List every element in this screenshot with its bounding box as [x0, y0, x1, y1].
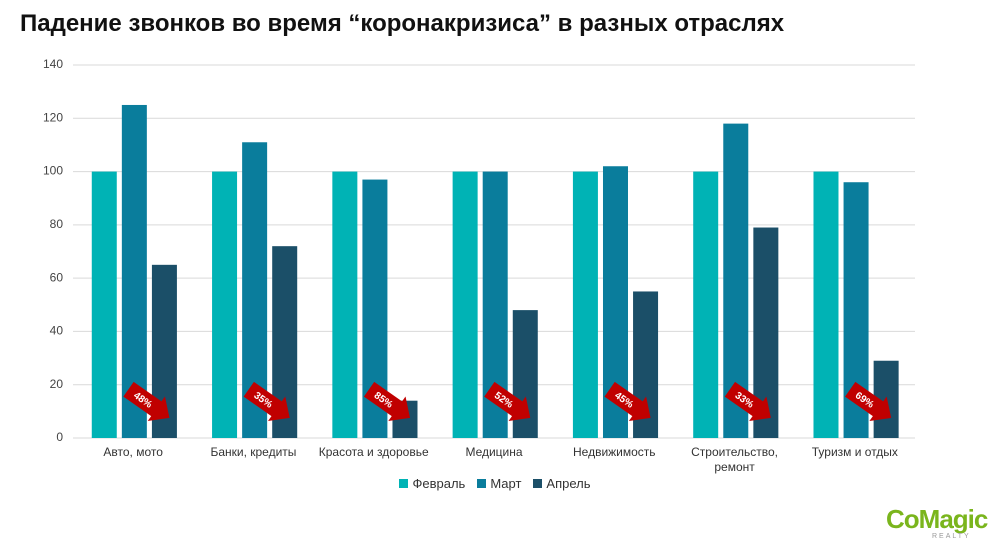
x-tick-label: Красота и здоровье	[318, 445, 429, 459]
y-tick-label: 80	[50, 217, 64, 231]
y-tick-label: 120	[43, 110, 63, 124]
bar	[332, 171, 358, 439]
x-tick-label: Туризм и отдых	[811, 445, 898, 459]
arrow-shape	[243, 381, 290, 422]
drop-arrow: 48%	[123, 381, 170, 422]
y-tick-label: 40	[50, 324, 64, 338]
legend-swatch	[399, 479, 409, 488]
legend-swatch	[477, 479, 487, 488]
bar	[693, 171, 719, 439]
logo: CoMagic	[886, 504, 988, 534]
bar	[212, 171, 238, 439]
legend-swatch	[533, 479, 543, 488]
y-tick-label: 100	[43, 164, 63, 178]
y-tick-label: 20	[50, 377, 64, 391]
chart-title: Падение звонков во время “коронакризиса”…	[20, 10, 785, 37]
arrow-shape	[363, 381, 411, 422]
legend-item: Март	[477, 476, 521, 491]
x-tick-label: Медицина	[465, 445, 523, 459]
arrow-shape	[484, 381, 531, 422]
x-tick-label: Банки, кредиты	[210, 445, 297, 459]
y-tick-label: 60	[50, 270, 64, 284]
x-tick-label: Недвижимость	[573, 445, 656, 459]
legend-label: Февраль	[412, 476, 466, 491]
bar	[813, 171, 839, 439]
drop-arrow: 85%	[363, 381, 411, 422]
arrow-shape	[845, 381, 892, 422]
legend-item: Февраль	[399, 476, 465, 491]
legend-label: Март	[490, 476, 522, 491]
drop-arrow: 69%	[845, 381, 892, 422]
bar	[452, 171, 478, 439]
bar	[572, 171, 598, 439]
arrow-shape	[724, 381, 771, 422]
bar	[91, 171, 117, 439]
arrow-shape	[123, 381, 170, 422]
y-tick-label: 0	[56, 430, 63, 444]
legend-item: Апрель	[533, 476, 591, 491]
drop-arrow: 52%	[484, 381, 531, 422]
x-tick-label: Авто, мото	[103, 445, 163, 459]
logo-sub: REALTY	[932, 533, 971, 540]
legend-label: Апрель	[546, 476, 591, 491]
drop-arrow: 33%	[724, 381, 771, 422]
y-tick-label: 140	[43, 57, 63, 71]
legend: Февраль Март Апрель	[0, 476, 990, 491]
drop-arrow: 45%	[604, 381, 651, 422]
drop-arrow: 35%	[243, 381, 290, 422]
x-tick-label: Строительство, ремонт	[691, 445, 778, 474]
arrow-shape	[604, 381, 651, 422]
